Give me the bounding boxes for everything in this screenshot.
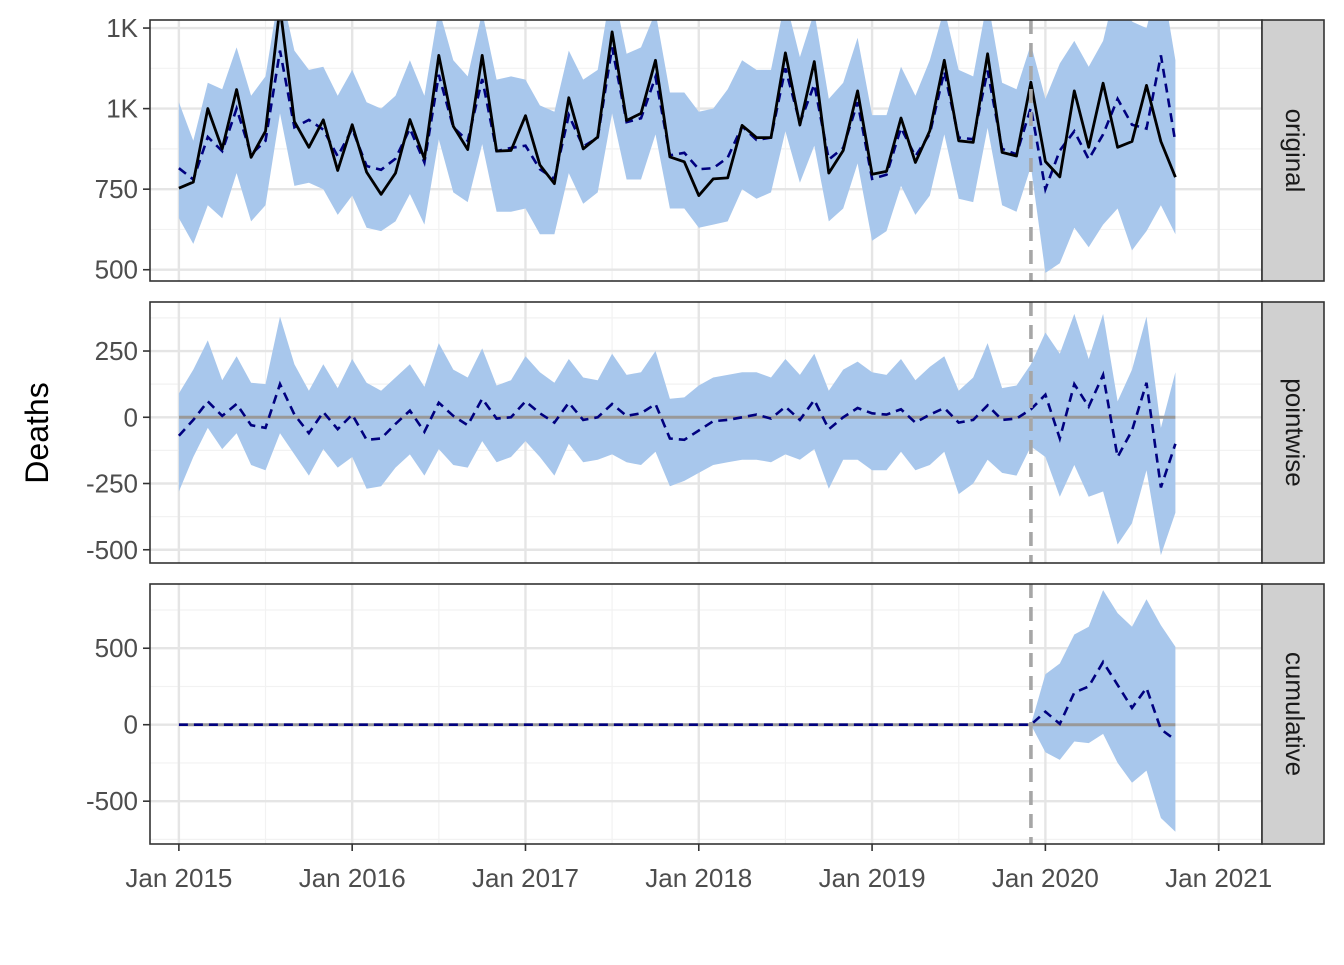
effect-line-pointwise bbox=[177, 370, 1177, 488]
x-tick-label: Jan 2016 bbox=[299, 863, 406, 893]
confidence-band-pointwise bbox=[178, 313, 1176, 556]
y-tick-label: 750 bbox=[95, 174, 138, 204]
effect-line-cumulative bbox=[178, 659, 1177, 742]
panel-cumulative: -500 0 500 cumulative bbox=[86, 583, 1325, 845]
panel-original: 500 750 1K 1K original bbox=[95, 13, 1325, 285]
x-tick-label: Jan 2015 bbox=[125, 863, 232, 893]
y-tick-label: -500 bbox=[86, 535, 138, 565]
strip-label: pointwise bbox=[1280, 378, 1310, 486]
y-tick-label: 1K bbox=[106, 13, 138, 43]
confidence-band-cumulative bbox=[1030, 590, 1176, 832]
y-tick-label: 500 bbox=[95, 633, 138, 663]
y-axis-title: Deaths bbox=[19, 382, 55, 483]
y-tick-label: 500 bbox=[95, 255, 138, 285]
panel-plot-area bbox=[150, 584, 1262, 844]
panels-group: 5007501K1Koriginal-500-2500250pointwise-… bbox=[86, 13, 1325, 845]
strip-label: cumulative bbox=[1280, 652, 1310, 776]
observed-line bbox=[178, 20, 1177, 198]
x-tick-label: Jan 2018 bbox=[645, 863, 752, 893]
y-tick-label: 1K bbox=[106, 94, 138, 124]
x-tick-label: Jan 2020 bbox=[992, 863, 1099, 893]
y-tick-label: 250 bbox=[95, 336, 138, 366]
x-tick-label: Jan 2021 bbox=[1165, 863, 1272, 893]
strip-cumulative bbox=[1261, 583, 1325, 845]
y-tick-label: 0 bbox=[124, 710, 138, 740]
strip-original bbox=[1261, 19, 1325, 282]
panel-pointwise: -500 -250 0 250 pointwise bbox=[86, 301, 1325, 565]
x-tick-label: Jan 2019 bbox=[819, 863, 926, 893]
y-tick-label: -500 bbox=[86, 786, 138, 816]
panel-plot-area bbox=[150, 20, 1262, 281]
x-tick-label: Jan 2017 bbox=[472, 863, 579, 893]
y-tick-label: -250 bbox=[86, 469, 138, 499]
strip-pointwise bbox=[1261, 301, 1325, 564]
y-tick-label: 0 bbox=[124, 402, 138, 432]
panel-plot-area bbox=[150, 302, 1262, 563]
x-axis: Jan 2015 Jan 2016 Jan 2017 Jan 2018 Jan 2019… bbox=[125, 844, 1272, 893]
strip-label: original bbox=[1280, 109, 1310, 193]
confidence-band-original bbox=[178, 20, 1176, 273]
